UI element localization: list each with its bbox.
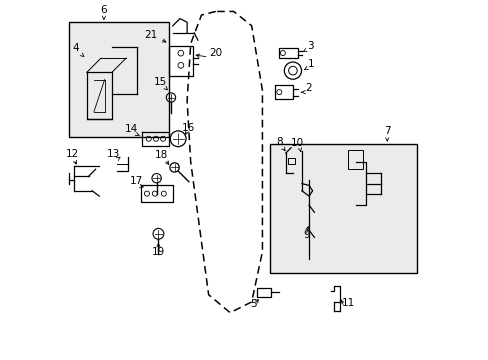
Text: 1: 1 [307, 59, 313, 69]
Bar [257, 288, 271, 297]
Text: 18: 18 [154, 150, 167, 161]
Text: 19: 19 [151, 247, 165, 257]
Text: 13: 13 [107, 149, 120, 159]
Bar [278, 48, 298, 58]
Text: 9: 9 [303, 230, 309, 240]
Text: 11: 11 [341, 298, 354, 308]
Text: 6: 6 [101, 5, 107, 15]
Text: 16: 16 [181, 123, 194, 133]
Text: 12: 12 [65, 149, 79, 159]
Text: 4: 4 [73, 43, 79, 53]
Text: 17: 17 [130, 176, 143, 186]
Text: 21: 21 [144, 30, 158, 40]
Text: 7: 7 [383, 126, 390, 136]
Bar [169, 45, 192, 76]
Text: 2: 2 [305, 83, 311, 93]
Text: 10: 10 [290, 138, 304, 148]
Bar [269, 144, 416, 273]
Bar [287, 158, 294, 164]
Text: 8: 8 [276, 137, 283, 147]
Bar [348, 149, 362, 169]
Text: 15: 15 [153, 77, 166, 87]
Text: 14: 14 [124, 124, 138, 134]
Text: 5: 5 [250, 299, 256, 309]
Bar [274, 85, 292, 99]
Bar [69, 22, 169, 137]
Text: 3: 3 [307, 41, 313, 51]
Text: 20: 20 [209, 48, 222, 58]
